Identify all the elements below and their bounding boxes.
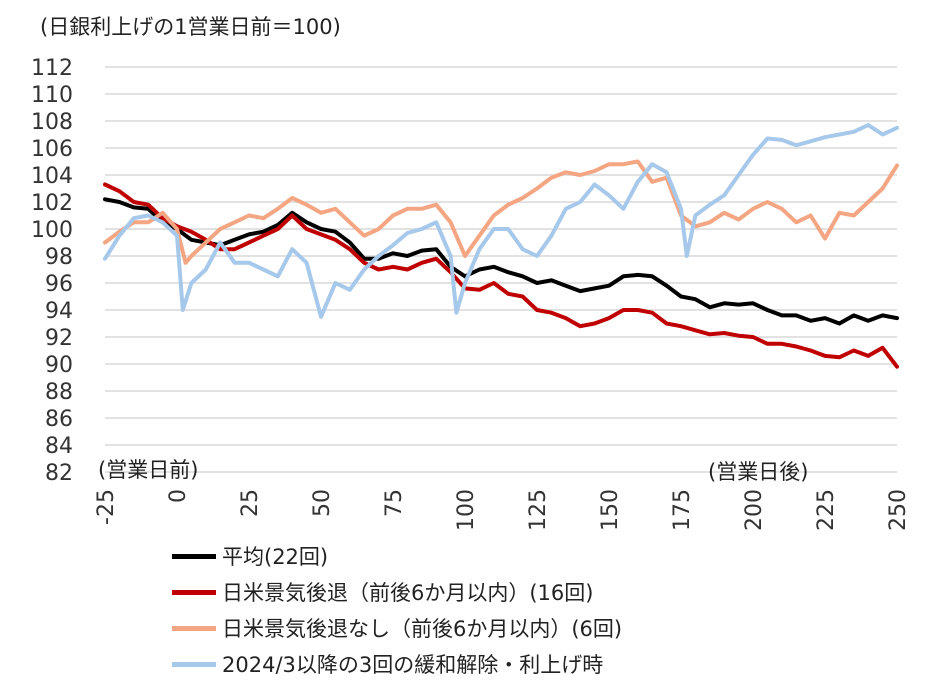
y-tick-label: 108 (31, 110, 73, 135)
y-tick-label: 92 (45, 326, 73, 351)
y-tick-label: 112 (31, 56, 73, 81)
annotation-after: (営業日後) (708, 460, 809, 484)
x-tick-label: 200 (742, 489, 767, 531)
x-tick-label: 175 (670, 489, 695, 531)
legend-item: 2024/3以降の3回の緩和解除・利上げ時 (172, 646, 622, 682)
series-line (103, 182, 899, 369)
legend-swatch (172, 589, 216, 595)
legend-label: 2024/3以降の3回の緩和解除・利上げ時 (222, 653, 604, 677)
legend-label: 日米景気後退（前後6か月以内）(16回) (222, 581, 594, 605)
legend-label: 日米景気後退なし（前後6か月以内）(6回) (222, 617, 623, 641)
x-tick-label: 0 (166, 489, 191, 503)
y-tick-label: 98 (45, 245, 73, 270)
x-tick-label: 50 (310, 489, 335, 517)
y-tick-label: 94 (45, 299, 73, 324)
legend: 平均(22回) 日米景気後退（前後6か月以内）(16回) 日米景気後退なし（前後… (172, 538, 622, 682)
series-line (103, 159, 899, 265)
chart-title: (日銀利上げの1営業日前＝100) (40, 15, 341, 39)
y-tick-label: 86 (45, 407, 73, 432)
x-tick-label: 25 (238, 489, 263, 517)
y-tick-label: 84 (45, 434, 73, 459)
x-tick-label: 100 (454, 489, 479, 531)
x-tick-label: 125 (526, 489, 551, 531)
series-line (103, 197, 899, 326)
legend-item: 平均(22回) (172, 538, 622, 574)
y-tick-label: 102 (31, 191, 73, 216)
y-tick-label: 100 (31, 218, 73, 243)
legend-label: 平均(22回) (222, 545, 329, 569)
y-tick-label: 90 (45, 353, 73, 378)
y-tick-label: 106 (31, 137, 73, 162)
legend-swatch (172, 661, 216, 667)
legend-item: 日米景気後退なし（前後6か月以内）(6回) (172, 610, 622, 646)
x-tick-label: -25 (94, 489, 119, 525)
legend-swatch (172, 625, 216, 631)
y-tick-label: 96 (45, 272, 73, 297)
series-line (103, 123, 899, 319)
x-tick-label: 250 (886, 489, 911, 531)
legend-swatch (172, 553, 216, 559)
legend-item: 日米景気後退（前後6か月以内）(16回) (172, 574, 622, 610)
y-tick-label: 110 (31, 83, 73, 108)
x-tick-label: 150 (598, 489, 623, 531)
y-tick-label: 88 (45, 380, 73, 405)
annotation-before: (営業日前) (98, 458, 199, 482)
x-tick-label: 75 (382, 489, 407, 517)
y-tick-label: 104 (31, 164, 73, 189)
x-tick-label: 225 (814, 489, 839, 531)
y-tick-label: 82 (45, 461, 73, 486)
